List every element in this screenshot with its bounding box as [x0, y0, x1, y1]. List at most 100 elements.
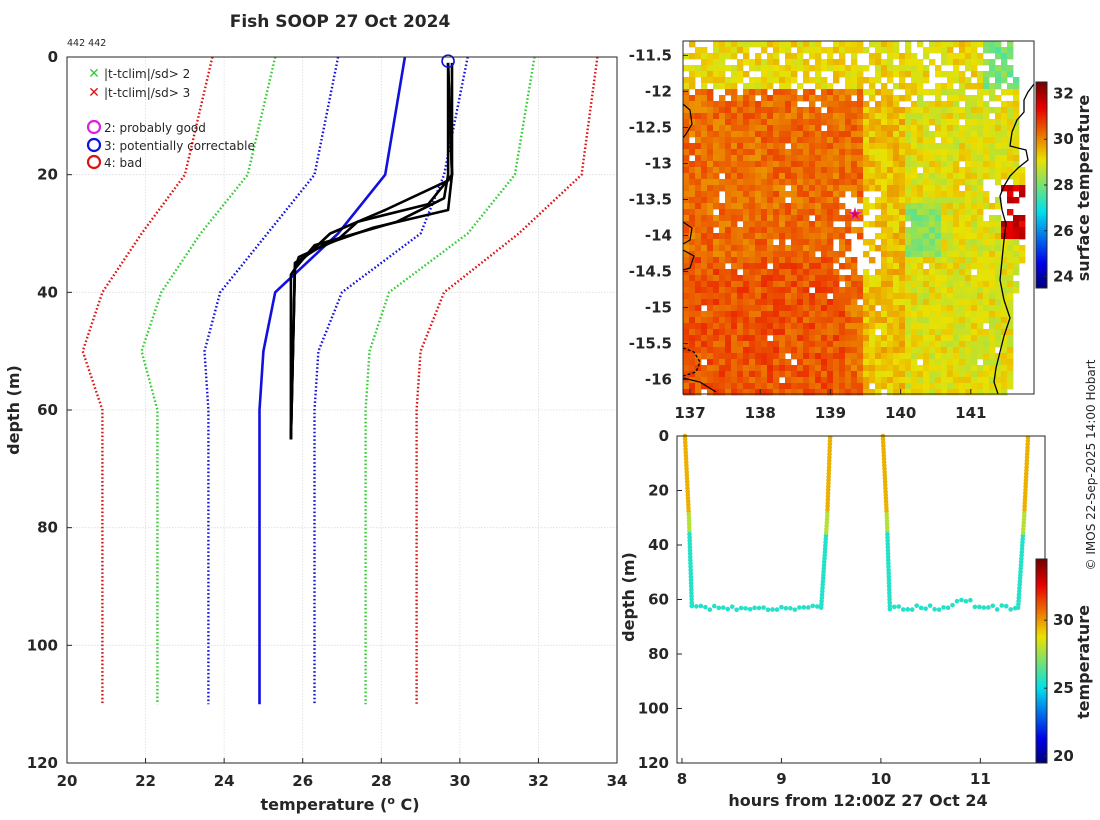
- sst-cell: [773, 77, 780, 84]
- sst-cell: [1001, 359, 1008, 366]
- sst-cell: [947, 287, 954, 294]
- sst-cell: [713, 383, 720, 390]
- colorbar-swatch: [1036, 677, 1047, 680]
- sst-cell: [923, 131, 930, 138]
- sst-cell: [725, 305, 732, 312]
- sst-cell: [755, 221, 762, 228]
- sst-cell: [821, 371, 828, 378]
- sst-cell: [815, 173, 822, 180]
- sst-cell: [1007, 101, 1014, 108]
- sst-cell: [887, 365, 894, 372]
- sst-cell: [995, 197, 1002, 204]
- sst-cell: [887, 143, 894, 150]
- sst-cell: [971, 185, 978, 192]
- sst-cell: [881, 95, 888, 102]
- sst-cell: [989, 125, 996, 132]
- sst-cell: [773, 311, 780, 318]
- sst-cell: [833, 311, 840, 318]
- sst-cell: [821, 203, 828, 210]
- sst-cell: [869, 341, 876, 348]
- sst-cell: [803, 377, 810, 384]
- sst-cell: [719, 65, 726, 72]
- sst-cell: [731, 293, 738, 300]
- sst-cell: [701, 251, 708, 258]
- sst-cell: [947, 233, 954, 240]
- sst-cell: [749, 83, 756, 90]
- sst-cell: [731, 281, 738, 288]
- sst-cell: [869, 137, 876, 144]
- sst-cell: [845, 77, 852, 84]
- sst-cell: [719, 311, 726, 318]
- sst-cell: [779, 185, 786, 192]
- sst-cell: [899, 257, 906, 264]
- sst-cell: [911, 101, 918, 108]
- sst-cell: [743, 335, 750, 342]
- sst-cell: [827, 275, 834, 282]
- sst-cell: [965, 161, 972, 168]
- data-point: [825, 494, 831, 499]
- sst-cell: [803, 389, 810, 396]
- sst-cell: [935, 143, 942, 150]
- sst-cell: [851, 305, 858, 312]
- sst-cell: [947, 305, 954, 312]
- sst-cell: [827, 353, 834, 360]
- sst-cell: [815, 293, 822, 300]
- sst-cell: [761, 257, 768, 264]
- sst-cell: [797, 251, 804, 258]
- sst-cell: [773, 113, 780, 120]
- sst-cell: [731, 263, 738, 270]
- sst-cell: [851, 125, 858, 132]
- sst-cell: [797, 191, 804, 198]
- sst-cell: [707, 359, 714, 366]
- sst-cell: [767, 167, 774, 174]
- sst-cell: [851, 293, 858, 300]
- sst-cell: [905, 149, 912, 156]
- sst-cell: [731, 203, 738, 210]
- sst-cell: [875, 287, 882, 294]
- sst-cell: [701, 347, 708, 354]
- colorbar-swatch: [1036, 681, 1047, 684]
- sst-cell: [857, 179, 864, 186]
- sst-cell: [773, 365, 780, 372]
- sst-cell: [941, 155, 948, 162]
- sst-cell: [953, 77, 960, 84]
- sst-cell: [965, 287, 972, 294]
- sst-cell: [893, 173, 900, 180]
- sst-cell: [953, 263, 960, 270]
- sst-cell: [959, 353, 966, 360]
- sst-cell: [983, 197, 990, 204]
- colorbar-swatch: [1036, 182, 1047, 185]
- sst-cell: [995, 233, 1002, 240]
- colorbar-swatch: [1036, 132, 1047, 135]
- sst-cell: [845, 335, 852, 342]
- sst-cell: [857, 113, 864, 120]
- sst-cell: [791, 275, 798, 282]
- colorbar-swatch: [1036, 152, 1047, 155]
- sst-cell: [989, 257, 996, 264]
- sst-cell: [731, 275, 738, 282]
- sst-cell: [713, 179, 720, 186]
- colorbar-tick-label: 24: [1053, 268, 1074, 286]
- sst-cell: [749, 107, 756, 114]
- sst-cell: [755, 317, 762, 324]
- sst-cell: [761, 317, 768, 324]
- sst-cell: [719, 245, 726, 252]
- sst-cell: [983, 125, 990, 132]
- sst-cell: [779, 83, 786, 90]
- sst-cell: [767, 323, 774, 330]
- sst-cell: [701, 119, 708, 126]
- sst-cell: [935, 209, 942, 216]
- sst-cell: [761, 149, 768, 156]
- sst-cell: [995, 239, 1002, 246]
- sst-cell: [881, 167, 888, 174]
- sst-cell: [737, 59, 744, 66]
- sst-cell: [971, 227, 978, 234]
- sst-cell: [731, 83, 738, 90]
- sst-cell: [821, 251, 828, 258]
- sst-cell: [737, 389, 744, 396]
- sst-cell: [863, 323, 870, 330]
- sst-cell: [719, 347, 726, 354]
- sst-cell: [953, 107, 960, 114]
- sst-cell: [713, 257, 720, 264]
- sst-cell: [785, 53, 792, 60]
